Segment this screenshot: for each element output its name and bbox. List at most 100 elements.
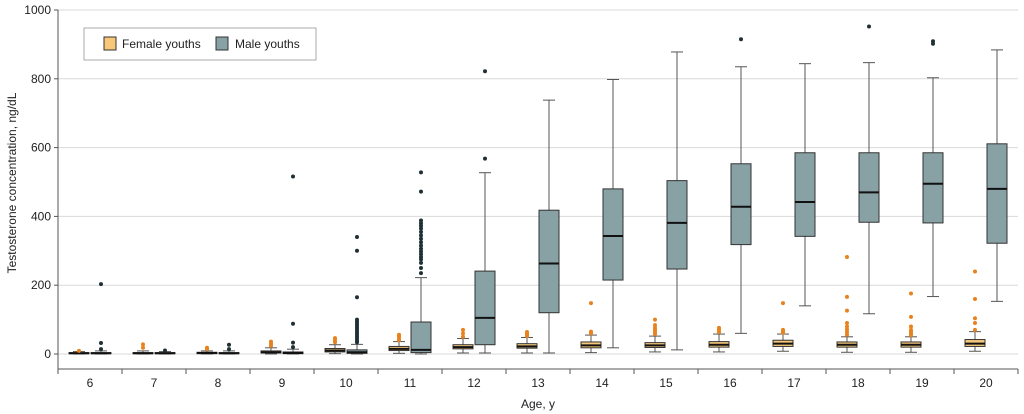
box-female-17 [772,301,794,352]
box-female-18 [836,254,858,353]
outlier-point [419,254,423,259]
box-male-6 [90,282,112,355]
x-tick-label: 20 [979,376,993,390]
iqr-box [730,163,752,246]
outlier-point [589,329,593,334]
outlier-point [845,294,849,299]
box-male-16 [730,37,752,334]
box-male-14 [602,78,624,349]
gridlines [58,9,1018,355]
outlier-point [355,295,359,300]
iqr-box [538,209,560,314]
box-male-20 [986,49,1008,302]
outlier-point [419,236,423,241]
outlier-point [781,327,785,332]
x-tick-label: 13 [531,376,545,390]
outlier-point [845,329,849,334]
x-tick-label: 17 [787,376,801,390]
x-tick-label: 14 [595,376,609,390]
x-tick-label: 6 [87,376,94,390]
box-male-10 [346,235,368,355]
outlier-point [99,347,103,352]
outlier-point [653,317,657,322]
x-axis-ticks: 6 7 8 9 10 11 12 13 14 15 16 17 18 19 20 [57,369,1019,390]
box-male-8 [218,342,240,355]
outlier-point [419,221,423,226]
outlier-point [653,323,657,328]
legend-label-female: Female youths [122,37,201,51]
outlier-point [845,327,849,332]
x-axis-label: Age, y [521,397,555,411]
outlier-point [419,266,423,270]
box-female-19 [900,291,922,353]
box-female-9 [260,339,282,355]
box-female-8 [196,345,218,355]
iqr-box [602,188,624,281]
outlier-point [845,324,849,329]
outlier-point [461,327,465,332]
x-tick-label: 8 [215,376,222,390]
outlier-point [419,271,423,276]
outlier-point [845,332,849,337]
outlier-point [739,37,743,42]
outlier-point [781,301,785,306]
outlier-point [419,229,423,234]
y-tick-label: 200 [31,278,51,292]
outlier-point [973,316,977,321]
box-male-11 [410,170,432,355]
x-tick-label: 18 [851,376,865,390]
outlier-point [461,334,465,339]
box-female-10 [324,336,346,355]
box-female-13 [516,329,538,354]
x-tick-label: 19 [915,376,929,390]
legend-frame [83,27,317,61]
x-tick-label: 9 [279,376,286,390]
outlier-point [419,260,423,265]
outlier-point [419,246,423,251]
box-male-18 [858,24,880,315]
box-plots [68,24,1008,355]
outlier-point [227,347,231,352]
outlier-point [653,325,657,330]
y-tick-label: 0 [44,347,51,361]
x-tick-label: 15 [659,376,673,390]
legend-swatch-male [215,36,229,51]
iqr-box [794,152,816,237]
iqr-box [986,143,1008,244]
outlier-point [461,331,465,336]
outlier-point [419,189,423,194]
box-male-9 [282,174,304,355]
outlier-point [419,249,423,254]
box-female-7 [132,342,154,355]
outlier-point [845,321,849,326]
outlier-point [397,332,401,337]
iqr-box [922,152,944,224]
y-tick-label: 600 [31,141,51,155]
outlier-point [419,218,423,223]
iqr-box [474,270,496,346]
x-tick-label: 7 [151,376,158,390]
iqr-box [666,180,688,270]
outlier-point [483,156,487,161]
outlier-point [141,345,145,350]
outlier-point [931,39,935,44]
outlier-point [973,327,977,332]
outlier-point [483,69,487,74]
outlier-point [419,252,423,257]
outlier-point [355,317,359,322]
y-axis-label: Testosterone concentration, ng/dL [5,92,19,273]
outlier-point [99,282,103,287]
box-female-12 [452,327,474,354]
outlier-point [419,233,423,238]
outlier-point [909,314,913,319]
outlier-point [269,339,273,344]
legend-swatch-female [103,36,117,51]
outlier-point [845,308,849,313]
box-male-17 [794,63,816,307]
box-female-14 [580,301,602,354]
iqr-box [858,152,880,223]
legend-label-male: Male youths [235,37,300,51]
y-tick-label: 1000 [24,3,51,17]
iqr-box [410,321,432,354]
